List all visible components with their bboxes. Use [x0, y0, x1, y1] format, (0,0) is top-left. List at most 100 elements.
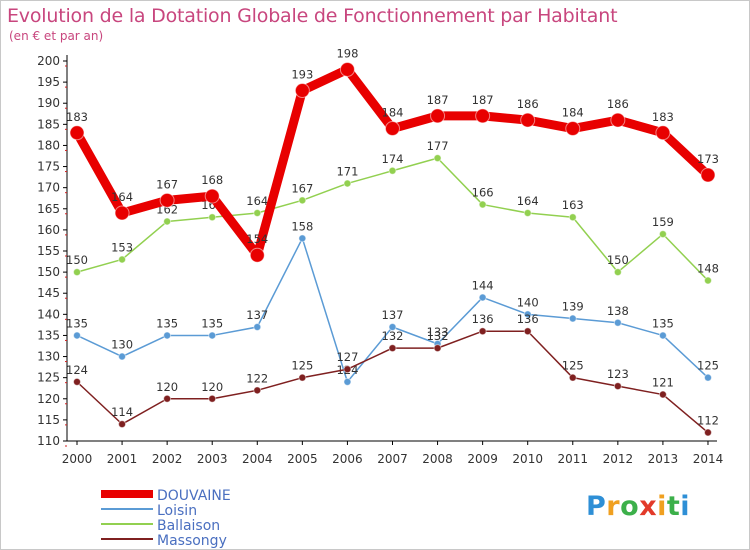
logo-letter: r: [606, 491, 621, 522]
data-label: 187: [427, 93, 449, 107]
logo-letter: i: [680, 491, 691, 522]
x-tick-label: 2010: [512, 452, 543, 466]
data-label: 186: [607, 97, 629, 111]
data-label: 114: [111, 405, 133, 419]
data-point: [433, 154, 442, 163]
x-tick-label: 2012: [603, 452, 634, 466]
logo-letter: i: [657, 491, 667, 522]
data-point: [208, 394, 217, 403]
data-point: [568, 373, 577, 382]
y-tick-label: 135: [37, 328, 60, 342]
y-tick-label: 130: [37, 350, 60, 364]
x-tick-label: 2005: [287, 452, 318, 466]
data-label: 167: [291, 181, 313, 195]
data-point: [613, 268, 622, 277]
x-tick-label: 2004: [242, 452, 273, 466]
data-label: 120: [156, 380, 178, 394]
data-label: 133: [427, 325, 449, 339]
data-point: [343, 365, 352, 374]
data-label: 135: [66, 316, 88, 330]
data-label: 154: [246, 232, 268, 246]
data-point: [339, 61, 355, 77]
data-label: 139: [562, 300, 584, 314]
data-label: 130: [111, 338, 133, 352]
logo-letter: o: [620, 491, 640, 522]
data-point: [253, 209, 262, 217]
data-point: [118, 352, 127, 361]
legend-label: Massongy: [157, 533, 227, 549]
data-label: 158: [291, 219, 313, 233]
data-label: 159: [652, 215, 674, 229]
data-label: 171: [336, 164, 358, 178]
x-tick-label: 2003: [197, 452, 228, 466]
data-label: 184: [562, 106, 584, 120]
data-label: 144: [472, 278, 494, 292]
data-label: 168: [201, 173, 223, 187]
data-point: [655, 125, 671, 141]
y-tick-label: 120: [37, 392, 60, 406]
data-point: [613, 318, 622, 327]
proxiti-logo: Proxiti: [586, 491, 690, 522]
y-tick-label: 145: [37, 286, 60, 300]
legend-label: Loisin: [157, 503, 197, 519]
data-label: 120: [201, 380, 223, 394]
data-point: [73, 331, 81, 340]
data-label: 187: [472, 93, 494, 107]
y-tick-label: 170: [37, 181, 60, 195]
x-tick-label: 2007: [377, 452, 408, 466]
y-tick-label: 175: [37, 160, 60, 174]
data-point: [700, 167, 716, 183]
data-point: [294, 83, 310, 99]
logo-letter: t: [666, 491, 681, 522]
data-label: 137: [382, 308, 404, 322]
data-label: 123: [607, 367, 629, 381]
y-tick-label: 115: [37, 413, 60, 427]
data-point: [69, 125, 85, 141]
x-tick-label: 2013: [648, 452, 679, 466]
data-label: 136: [472, 312, 494, 326]
x-tick-label: 2001: [107, 452, 138, 466]
data-label: 177: [427, 139, 449, 153]
data-point: [384, 121, 400, 137]
data-label: 125: [562, 359, 584, 373]
data-label: 164: [517, 194, 539, 208]
y-tick-label: 165: [37, 202, 60, 216]
data-label: 164: [246, 194, 268, 208]
data-point: [610, 112, 626, 128]
data-point: [475, 108, 491, 124]
data-point: [208, 331, 217, 340]
y-tick-label: 150: [37, 265, 60, 279]
logo-letter: x: [639, 491, 658, 522]
data-point: [430, 108, 446, 124]
data-label: 150: [66, 253, 88, 267]
y-tick-label: 200: [37, 54, 60, 68]
data-label: 138: [607, 304, 629, 318]
data-point: [298, 373, 307, 382]
x-tick-label: 2002: [152, 452, 183, 466]
data-label: 125: [697, 359, 719, 373]
data-point: [118, 255, 127, 264]
data-point: [568, 314, 577, 323]
data-point: [253, 386, 262, 395]
data-label: 135: [156, 316, 178, 330]
data-point: [703, 373, 712, 382]
data-point: [163, 394, 172, 403]
data-label: 163: [562, 198, 584, 212]
y-tick-label: 180: [37, 138, 60, 152]
data-point: [163, 217, 172, 226]
y-tick-label: 190: [37, 96, 60, 110]
data-point: [204, 188, 220, 204]
data-point: [159, 192, 175, 208]
x-tick-label: 2006: [332, 452, 363, 466]
data-point: [703, 428, 712, 437]
data-point: [388, 344, 397, 353]
data-label: 140: [517, 295, 539, 309]
y-tick-label: 140: [37, 307, 60, 321]
data-label: 150: [607, 253, 629, 267]
data-label: 125: [291, 359, 313, 373]
data-point: [613, 382, 622, 391]
data-point: [478, 327, 487, 336]
data-label: 122: [246, 371, 268, 385]
